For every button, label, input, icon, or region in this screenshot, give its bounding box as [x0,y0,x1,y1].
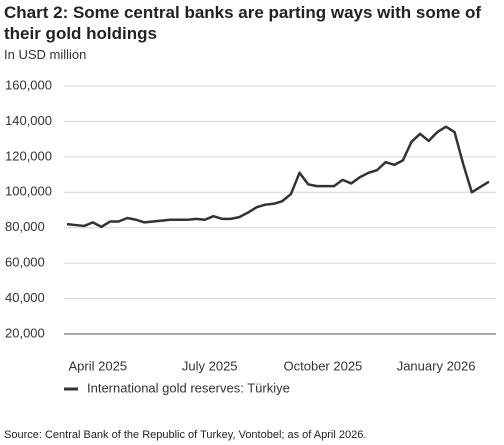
legend-label: International gold reserves: Türkiye [87,380,290,395]
chart-subtitle: In USD million [4,47,87,62]
data-line [66,125,490,229]
y-tick-label: 100,000 [5,184,52,199]
x-tick-label: April 2025 [68,358,127,373]
y-tick-label: 140,000 [5,113,52,128]
y-tick-label: 20,000 [5,325,45,340]
chart-title: Chart 2: Some central banks are parting … [4,3,482,43]
y-tick-label: 40,000 [5,290,45,305]
chart: 20,000 40,000 60,000 80,000 100,000 120,000 14… [5,77,496,395]
source-note: Source: Central Bank of the Republic of … [4,429,367,441]
x-tick-label: October 2025 [284,358,363,373]
x-tick-label: January 2026 [397,358,476,373]
y-tick-label: 60,000 [5,255,45,270]
x-tick-label: July 2025 [182,358,238,373]
y-tick-label: 80,000 [5,219,45,234]
y-tick-label: 160,000 [5,77,52,92]
y-tick-label: 120,000 [5,148,52,163]
